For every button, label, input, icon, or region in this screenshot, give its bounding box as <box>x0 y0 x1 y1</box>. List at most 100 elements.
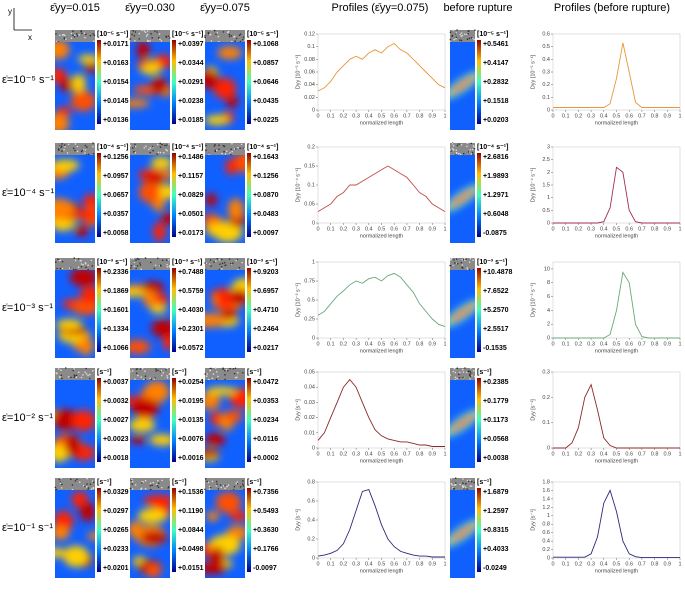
y-tick-label: 0.04 <box>304 385 315 391</box>
y-tick-label: 0.75 <box>304 278 315 284</box>
colorbar-unit: [s⁻¹] <box>477 479 492 486</box>
x-tick-label: 0.8 <box>416 341 424 347</box>
y-tick-label: 0.03 <box>304 400 315 406</box>
speckle <box>63 144 66 146</box>
colorbar-label: +0.0225 <box>253 117 279 124</box>
speckle <box>463 257 466 260</box>
speckle <box>71 484 74 486</box>
speckle <box>76 33 78 35</box>
speckle <box>83 32 86 35</box>
speckle <box>57 40 59 42</box>
map-field <box>450 380 475 468</box>
y-tick-label: 0.4 <box>542 57 550 63</box>
blob <box>217 46 242 60</box>
x-tick-label: 0.1 <box>327 113 335 119</box>
speckle <box>218 268 221 271</box>
speckle <box>204 488 206 491</box>
speckle <box>163 151 165 154</box>
speckle <box>229 152 231 154</box>
colorbar-label: +0.1536 <box>178 489 204 496</box>
speckle <box>227 370 229 372</box>
colorbar-label: +0.2385 <box>483 379 509 386</box>
speckle <box>229 153 232 156</box>
x-tick-label: 0.7 <box>403 451 411 457</box>
speckle <box>233 148 236 150</box>
y-tick-label: 0 <box>547 335 550 341</box>
speckle <box>59 259 62 261</box>
blob <box>205 432 226 447</box>
x-tick-label: 0.4 <box>365 341 373 347</box>
speckle <box>156 257 159 260</box>
speckle <box>215 378 218 381</box>
x-tick-label: 0.6 <box>390 113 398 119</box>
speckle <box>157 369 159 372</box>
speckle <box>462 258 465 261</box>
x-axis-label: normalized length <box>595 120 638 126</box>
speckle <box>140 376 143 378</box>
blob <box>450 187 475 209</box>
speckle <box>161 479 164 482</box>
speckle <box>463 33 466 35</box>
x-tick-label: 0.8 <box>416 113 424 119</box>
speckle <box>462 486 464 489</box>
strain-map <box>55 142 95 243</box>
colorbar-label: +1.2597 <box>483 508 509 515</box>
speckle <box>134 151 137 154</box>
speckle <box>56 372 58 375</box>
speckle <box>236 376 238 379</box>
blob <box>205 449 220 458</box>
x-tick-label: 0.1 <box>562 226 570 232</box>
colorbar-label: +7.6522 <box>483 288 509 295</box>
speckle <box>56 40 58 43</box>
strain-map <box>449 29 476 130</box>
colorbar-label: +0.4033 <box>483 546 509 553</box>
y-tick-label: 0.04 <box>304 82 315 88</box>
speckle <box>215 260 217 262</box>
speckle <box>467 33 469 35</box>
speckle <box>473 375 476 378</box>
speckle <box>243 147 246 150</box>
strain-map <box>449 367 476 468</box>
x-tick-label: 0.9 <box>663 226 671 232</box>
x-tick-label: 0.8 <box>416 451 424 457</box>
speckle <box>86 146 88 148</box>
colorbar <box>477 153 481 237</box>
speckle <box>86 483 88 485</box>
colorbar-label: +0.4710 <box>253 307 279 314</box>
colorbar-label: +0.0038 <box>483 455 509 462</box>
speckle <box>242 485 245 487</box>
y-tick-label: 1.4 <box>542 496 550 502</box>
speckle <box>236 481 239 483</box>
map-blobs <box>450 519 475 547</box>
colorbar-label: +0.0136 <box>103 117 129 124</box>
speckle <box>84 149 87 151</box>
speckle <box>470 480 473 483</box>
x-tick-label: 0.2 <box>575 451 583 457</box>
speckle <box>60 145 63 148</box>
speckle <box>206 480 208 483</box>
specimen-image <box>130 258 170 270</box>
speckle <box>219 484 222 486</box>
colorbar-label: +0.0344 <box>178 60 204 67</box>
colorbar-label: +0.8315 <box>483 527 509 534</box>
speckle <box>228 33 231 36</box>
speckle <box>241 261 243 264</box>
blob <box>450 302 475 324</box>
speckle <box>80 376 83 379</box>
speckle <box>89 34 92 37</box>
speckle <box>469 378 471 380</box>
speckle <box>87 487 90 489</box>
speckle <box>157 486 160 488</box>
speckle <box>204 35 206 37</box>
strain-map <box>204 142 246 243</box>
speckle <box>144 375 147 377</box>
blob <box>450 412 475 434</box>
map-blobs <box>55 270 95 356</box>
speckle <box>129 487 132 490</box>
colorbar-label: +0.0097 <box>253 230 279 237</box>
speckle <box>455 152 458 155</box>
speckle <box>72 369 74 372</box>
speckle <box>215 149 218 152</box>
speckle <box>454 371 457 374</box>
blob <box>56 106 72 116</box>
